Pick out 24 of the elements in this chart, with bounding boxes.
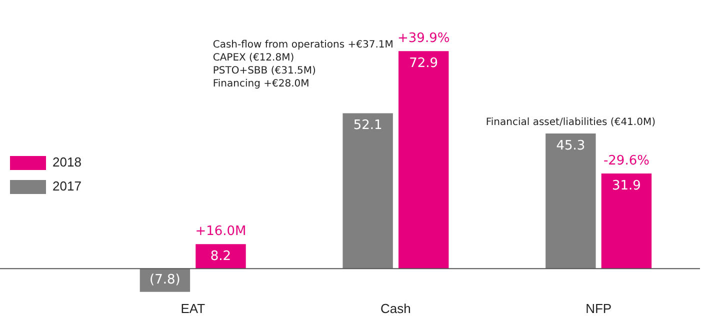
data-label: 72.9 xyxy=(409,56,438,72)
annotation: +39.9% xyxy=(398,31,450,46)
text: Cash-flow from operations +€37.1M xyxy=(212,40,394,51)
data-label: 52.1 xyxy=(353,118,382,134)
bar xyxy=(546,133,596,269)
bar xyxy=(342,113,393,269)
annotation: Financial asset/liabilities (€41.0M) xyxy=(486,117,656,128)
annotation: -29.6% xyxy=(603,153,650,168)
data-label: 8.2 xyxy=(210,249,232,264)
x-tick-label: EAT xyxy=(180,300,206,316)
annotation: Financing +€28.0M xyxy=(212,78,310,90)
bar xyxy=(196,244,246,269)
x-tick-label: Cash xyxy=(380,300,411,316)
data-label: 31.9 xyxy=(612,178,641,194)
annotation: CAPEX (€12.8M) xyxy=(212,52,294,64)
annotation: PSTO+SBB (€31.5M) xyxy=(212,66,316,77)
x-tick-label: NFP xyxy=(586,300,612,316)
data-label: (7.8) xyxy=(150,272,180,288)
annotation: +16.0M xyxy=(195,224,246,239)
bar xyxy=(398,51,449,269)
bar xyxy=(601,173,652,269)
data-label: 45.3 xyxy=(556,138,586,154)
legend-label: 2018 xyxy=(52,154,82,170)
legend-label: 2017 xyxy=(52,178,82,194)
